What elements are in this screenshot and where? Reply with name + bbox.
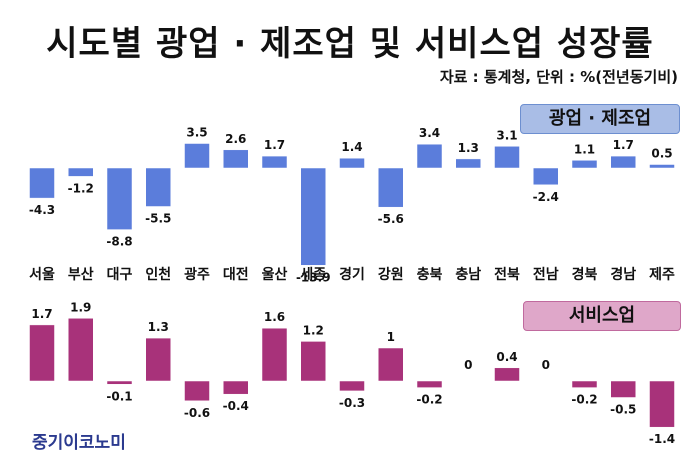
region-label-7: 세종 [300,267,326,283]
services-value-label-16: -1.4 [649,432,675,446]
manufacturing-value-label-3: -5.5 [145,212,171,226]
manufacturing-value-label-11: 1.3 [458,141,479,155]
region-label-0: 서울 [29,266,55,283]
chart-title: 시도별 광업 · 제조업 및 서비스업 성장률 [46,24,654,64]
manufacturing-value-label-7: -13.9 [296,270,331,284]
manufacturing-value-label-8: 1.4 [341,140,362,154]
manufacturing-bar-12 [494,146,520,169]
services-value-label-0: 1.7 [31,307,52,321]
manufacturing-value-label-6: 1.7 [264,138,285,152]
manufacturing-bar-8 [339,157,365,169]
services-value-label-13: 0 [542,358,550,372]
services-bar-16 [649,380,675,428]
manufacturing-value-label-4: 3.5 [186,126,207,140]
services-value-label-9: 1 [387,330,395,344]
manufacturing-value-label-9: -5.6 [378,212,404,226]
services-value-label-7: 1.2 [303,323,324,337]
region-label-1: 부산 [68,266,94,283]
region-label-14: 경북 [572,266,598,283]
region-label-16: 제주 [649,267,675,283]
services-bar-8 [339,380,365,392]
services-bar-0 [29,324,55,382]
manufacturing-bar-6 [261,155,288,169]
manufacturing-value-label-2: -8.8 [106,235,132,249]
manufacturing-bar-9 [378,167,404,208]
services-bar-6 [261,327,288,382]
services-bar-4 [184,380,210,402]
services-value-label-8: -0.3 [339,396,365,410]
services-value-label-6: 1.6 [264,310,285,324]
manufacturing-bar-11 [455,158,481,169]
manufacturing-bar-16 [649,164,675,169]
manufacturing-value-label-13: -2.4 [533,190,559,204]
services-bar-15 [610,380,636,398]
manufacturing-bar-10 [416,143,443,169]
manufacturing-bar-15 [610,155,636,169]
manufacturing-bar-7 [300,167,326,266]
services-value-label-15: -0.5 [610,403,636,417]
services-value-label-11: 0 [464,358,472,372]
region-label-10: 충북 [417,267,443,283]
region-label-4: 광주 [184,266,210,283]
manufacturing-bar-3 [145,167,171,207]
services-value-label-3: 1.3 [148,320,169,334]
region-label-2: 대구 [107,267,133,283]
services-bar-1 [68,318,94,382]
manufacturing-value-label-12: 3.1 [496,128,517,142]
services-value-label-4: -0.6 [184,406,210,420]
services-value-label-14: -0.2 [571,393,597,407]
manufacturing-value-label-0: -4.3 [29,203,55,217]
services-bar-7 [300,341,326,382]
manufacturing-value-label-16: 0.5 [651,147,672,161]
manufacturing-bar-2 [106,167,133,230]
services-bar-10 [416,380,443,388]
manufacturing-bar-0 [29,167,55,199]
manufacturing-value-label-14: 1.1 [574,142,595,156]
manufacturing-value-label-10: 3.4 [419,126,440,140]
region-label-9: 강원 [378,266,404,283]
services-bar-12 [494,367,520,382]
source-note: 자료 : 통계청, 단위 : %(전년동기비) [439,68,678,86]
manufacturing-value-label-1: -1.2 [68,181,94,195]
region-label-12: 전북 [494,266,520,283]
services-bar-14 [571,380,598,388]
manufacturing-bar-5 [223,149,249,169]
services-bar-2 [106,380,133,385]
region-label-3: 인천 [145,266,171,283]
services-value-label-5: -0.4 [223,399,249,413]
manufacturing-bar-4 [184,143,210,169]
region-label-5: 대전 [223,266,249,283]
manufacturing-section-label: 광업 · 제조업 [520,104,680,134]
services-bar-3 [145,337,171,382]
manufacturing-bar-1 [68,167,94,177]
services-bar-5 [223,380,249,395]
region-label-6: 울산 [262,266,288,283]
publisher-logo: 중기이코노미 [32,433,126,453]
services-value-label-12: 0.4 [496,350,517,364]
manufacturing-bar-13 [533,167,559,186]
manufacturing-value-label-15: 1.7 [613,138,634,152]
services-value-label-1: 1.9 [70,300,91,314]
manufacturing-bar-14 [571,160,598,169]
region-label-8: 경기 [339,266,365,283]
services-bar-9 [378,347,404,382]
services-value-label-2: -0.1 [106,389,132,403]
services-value-label-10: -0.2 [416,393,442,407]
manufacturing-value-label-5: 2.6 [225,132,246,146]
region-label-15: 경남 [610,266,636,283]
region-label-13: 전남 [533,266,559,283]
services-section-label: 서비스업 [523,301,681,331]
region-label-11: 충남 [455,266,481,283]
